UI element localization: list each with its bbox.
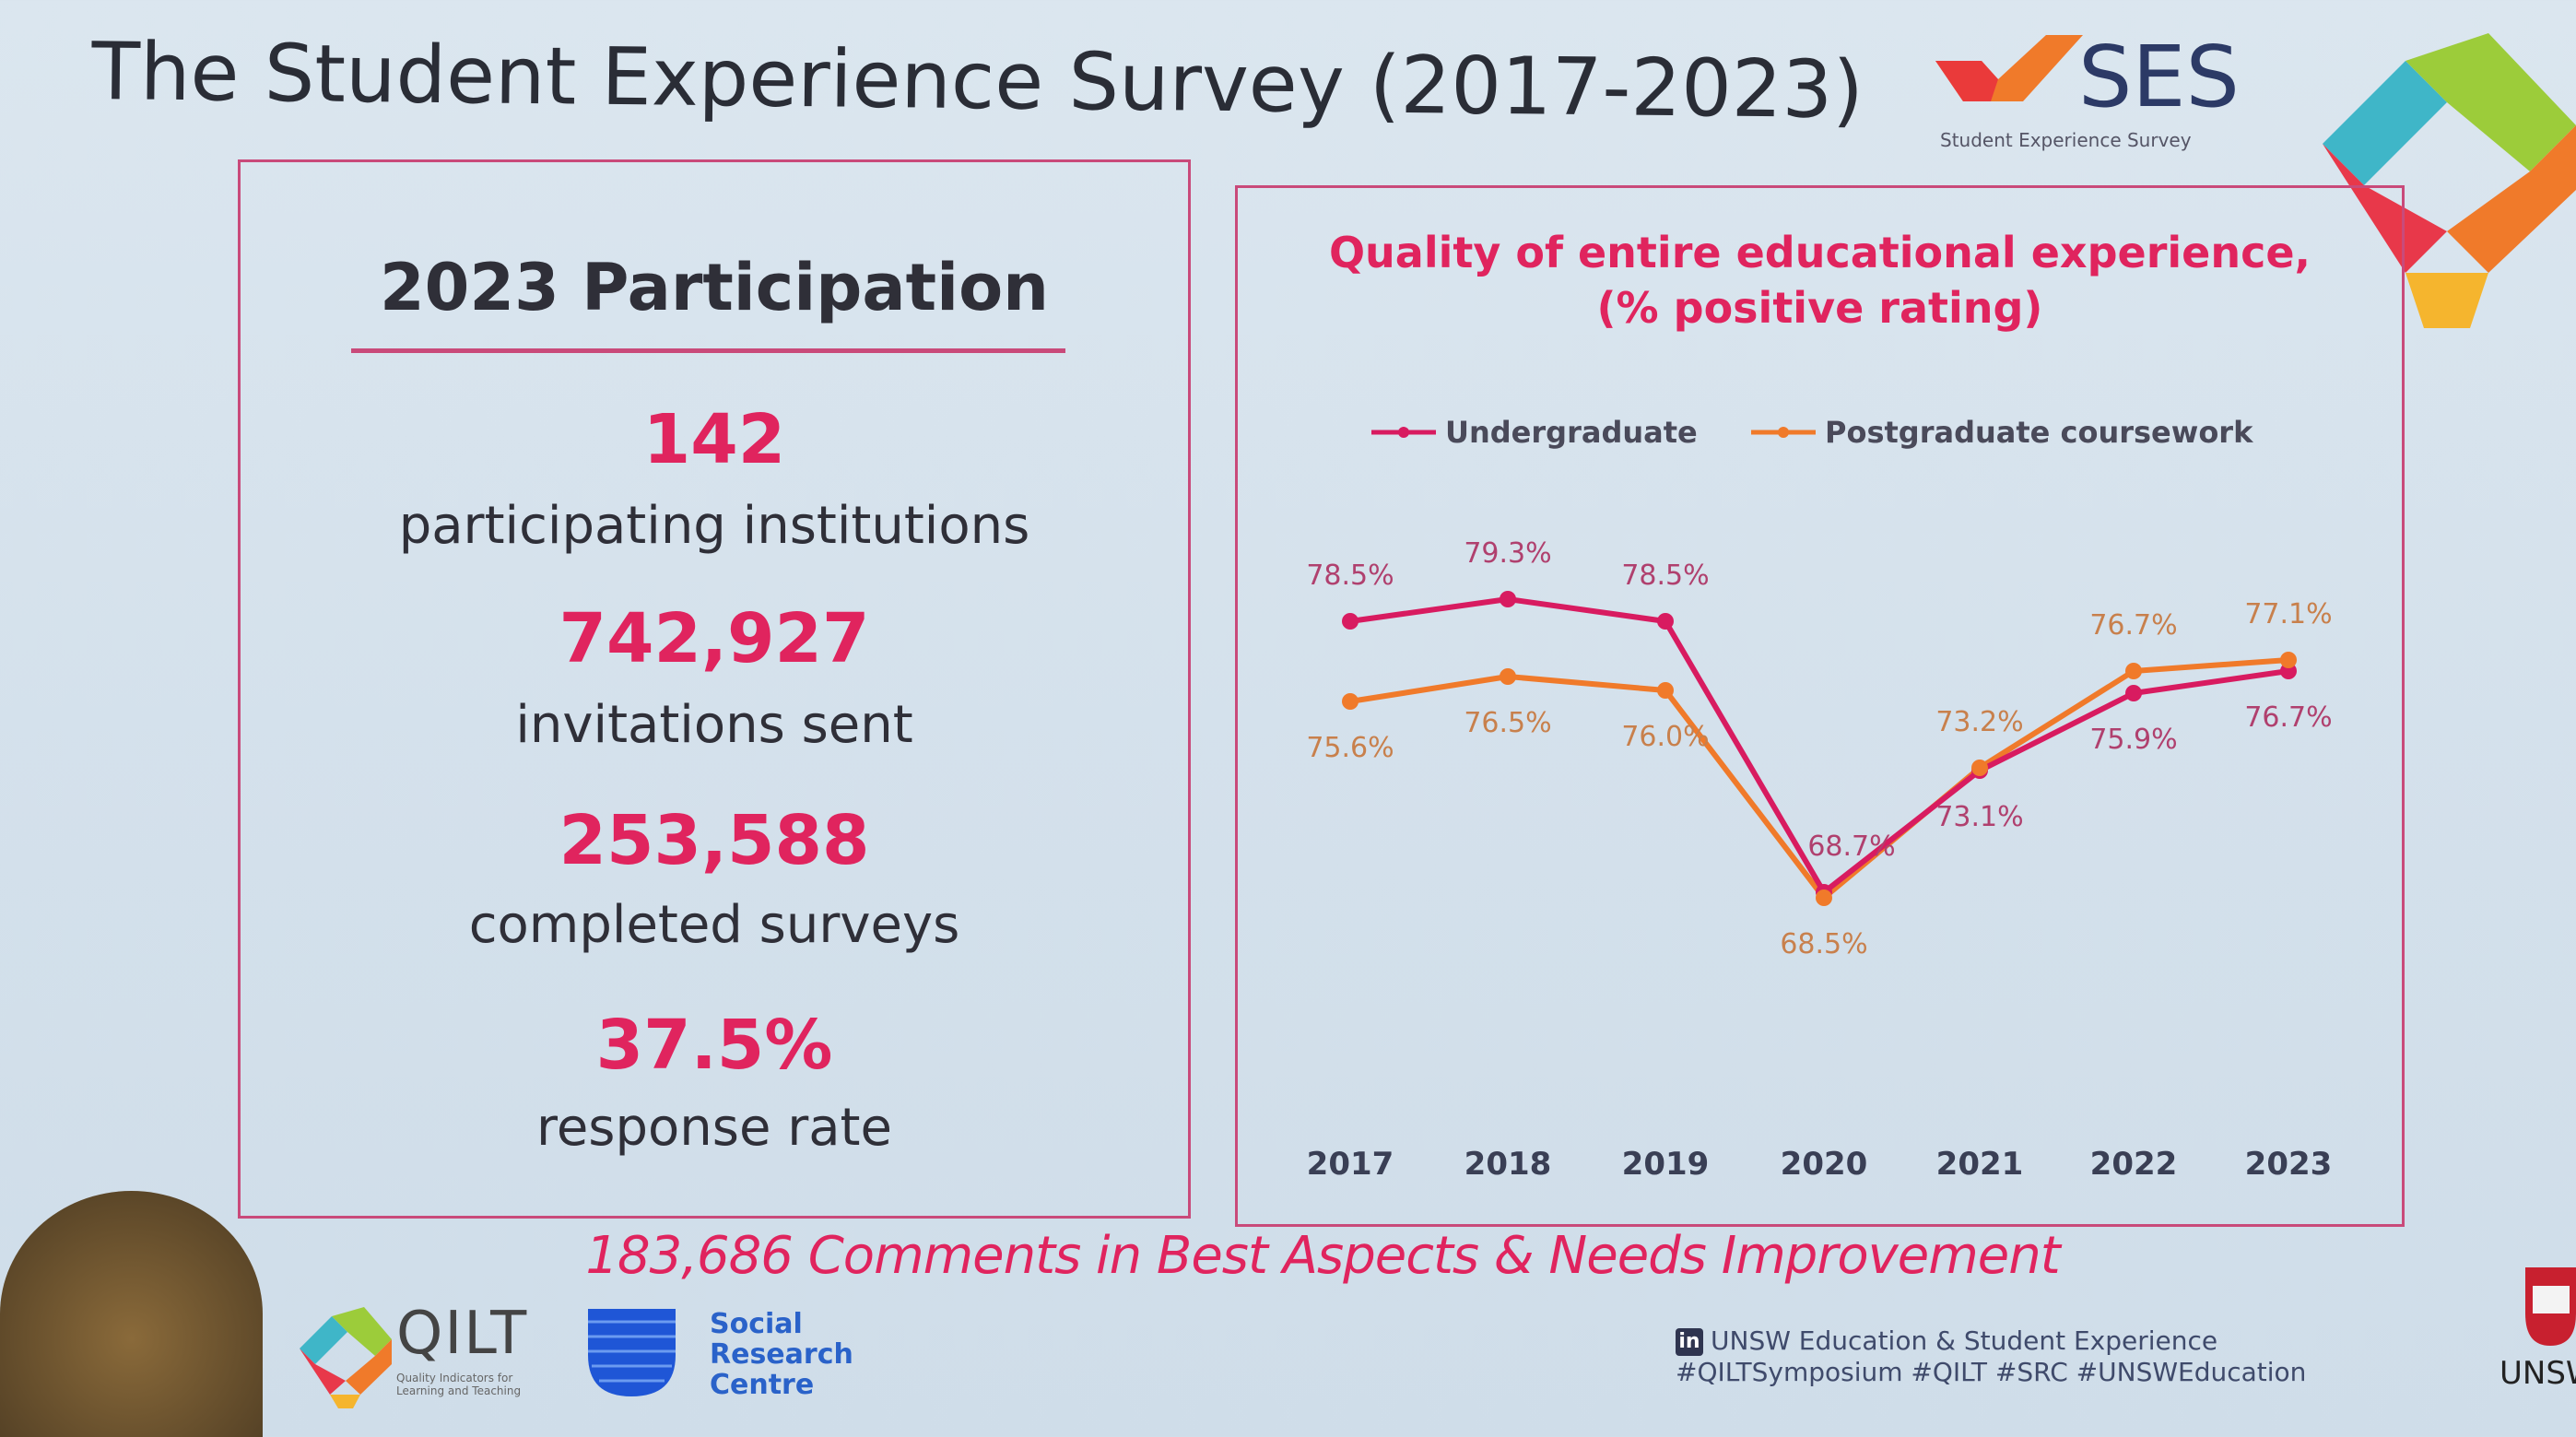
participation-panel: 2023 Participation 142 participating ins… — [238, 159, 1191, 1219]
students-photo — [0, 1191, 263, 1437]
data-point — [1500, 591, 1516, 607]
chart-title: Quality of entire educational experience… — [1328, 228, 2311, 277]
src-line: Centre — [710, 1369, 815, 1401]
data-label: 73.2% — [1935, 706, 2023, 738]
qilt-logo-subtitle: Quality Indicators for Learning and Teac… — [396, 1372, 522, 1397]
data-label: 78.5% — [1621, 559, 1709, 592]
data-point — [2125, 663, 2142, 679]
data-point — [1500, 668, 1516, 685]
data-point — [2280, 652, 2297, 668]
data-label: 76.0% — [1621, 721, 1709, 753]
legend-label-1: Postgraduate coursework — [1825, 415, 2253, 450]
ses-logo-text: SES — [2078, 28, 2240, 126]
stat-label-response-rate: response rate — [536, 1098, 892, 1158]
chart-panel: Quality of entire educational experience… — [1235, 185, 2405, 1227]
x-tick-label: 2022 — [2090, 1146, 2178, 1183]
legend-marker-0 — [1398, 427, 1409, 438]
data-label: 76.5% — [1464, 707, 1551, 739]
data-point — [1342, 693, 1359, 710]
data-label: 77.1% — [2244, 598, 2332, 630]
qilt-logo-text: QILT — [396, 1300, 529, 1368]
chart-title-block: Quality of entire educational experience… — [1238, 225, 2402, 336]
stat-value-invitations: 742,927 — [559, 599, 870, 678]
hashtags: #QILTSymposium #QILT #SRC #UNSWEducation — [1676, 1357, 2307, 1387]
stat-label-institutions: participating institutions — [398, 496, 1030, 556]
data-point — [1971, 760, 1988, 776]
x-tick-label: 2018 — [1464, 1146, 1552, 1183]
participation-title: 2023 Participation — [379, 250, 1050, 325]
data-point — [1657, 682, 1674, 699]
data-point — [1657, 613, 1674, 630]
data-label: 76.7% — [2089, 609, 2177, 642]
x-tick-label: 2020 — [1781, 1146, 1868, 1183]
x-tick-label: 2017 — [1307, 1146, 1394, 1183]
data-label: 75.9% — [2089, 724, 2177, 756]
x-tick-label: 2021 — [1936, 1146, 2024, 1183]
stat-value-response-rate: 37.5% — [595, 1006, 833, 1085]
title-underline — [351, 348, 1065, 353]
data-label: 79.3% — [1464, 537, 1551, 570]
qilt-logo-icon — [2323, 33, 2576, 328]
stat-label-invitations: invitations sent — [515, 695, 913, 755]
comments-summary: 183,686 Comments in Best Aspects & Needs… — [585, 1226, 2060, 1286]
data-label: 78.5% — [1306, 559, 1394, 592]
linkedin-text: UNSW Education & Student Experience — [1711, 1325, 2218, 1356]
ses-logo-subtitle: Student Experience Survey — [1940, 129, 2192, 151]
legend-label-0: Undergraduate — [1445, 415, 1698, 450]
x-tick-label: 2019 — [1622, 1146, 1710, 1183]
data-point — [1816, 889, 1832, 906]
stat-value-institutions: 142 — [642, 400, 786, 479]
chart-subtitle: (% positive rating) — [1596, 283, 2043, 333]
x-tick-label: 2023 — [2245, 1146, 2333, 1183]
footer-social: in UNSW Education & Student Experience #Q… — [1676, 1325, 2306, 1388]
unsw-logo-text: UNSW — [2500, 1355, 2576, 1392]
data-label: 75.6% — [1306, 732, 1394, 764]
data-point — [1342, 613, 1359, 630]
src-shield-icon — [588, 1309, 676, 1396]
data-label: 68.7% — [1807, 830, 1895, 863]
unsw-crest-icon — [2525, 1267, 2576, 1346]
ses-check-icon — [1935, 35, 2083, 101]
data-label: 68.5% — [1780, 928, 1867, 960]
data-label: 73.1% — [1935, 801, 2023, 833]
src-line: Social — [710, 1308, 803, 1340]
data-label: 76.7% — [2244, 701, 2332, 734]
data-point — [2125, 685, 2142, 701]
qilt-small-logo-icon — [300, 1307, 392, 1408]
stat-value-completed: 253,588 — [559, 801, 870, 880]
src-logo-text: Social Research Centre — [710, 1309, 853, 1400]
legend-marker-1 — [1778, 427, 1789, 438]
linkedin-icon: in — [1676, 1328, 1703, 1356]
src-line: Research — [710, 1338, 853, 1371]
stat-label-completed: completed surveys — [468, 895, 960, 955]
